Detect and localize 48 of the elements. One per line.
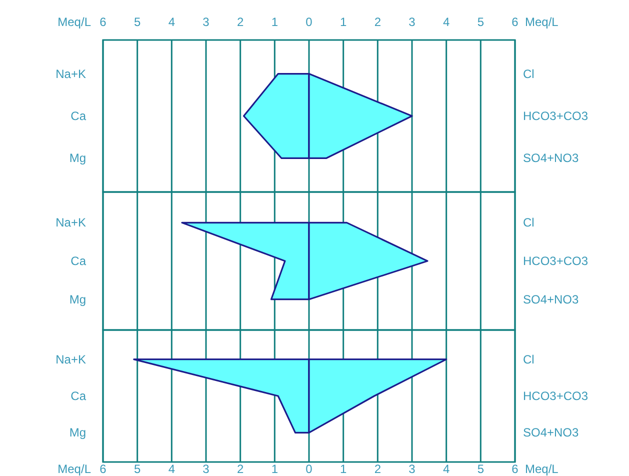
- y-tick-label: Na+K: [56, 352, 86, 366]
- y-tick-label: Mg: [69, 292, 86, 306]
- x-tick-label: 1: [271, 462, 278, 476]
- y2-tick-label: Cl: [523, 66, 534, 81]
- x2-tick-label: 3: [202, 15, 210, 29]
- x2-tick-label: 5: [134, 15, 141, 29]
- y2-tick-label: SO4+NO3: [523, 292, 580, 306]
- x-axis-title: Meq/L: [525, 462, 559, 476]
- x2-tick-label: 2: [374, 15, 382, 29]
- x-tick-label: 6: [100, 462, 107, 476]
- text: Meq/L: [58, 462, 91, 476]
- y2-tick-label: Cl: [523, 216, 534, 230]
- y-tick-label: Mg: [69, 426, 86, 440]
- x2-tick-label: 4: [442, 15, 450, 29]
- x-tick-label: 4: [442, 462, 450, 476]
- x2-tick-label: 1: [271, 15, 278, 29]
- text: Meq/L: [58, 15, 91, 29]
- y2-tick-label: HCO3+CO3: [523, 109, 588, 123]
- x2-tick-label: 6: [512, 15, 519, 29]
- x2-tick-label: 5: [477, 15, 484, 29]
- x-tick-label: 2: [374, 462, 382, 476]
- x2-tick-label: 4: [168, 15, 176, 29]
- x-tick-label: 2: [236, 462, 244, 476]
- x-tick-label: 3: [408, 462, 416, 476]
- x-tick-label: 5: [477, 462, 484, 476]
- x-tick-label: 1: [340, 462, 347, 476]
- x2-axis-title: Meq/L: [525, 15, 559, 29]
- y2-tick-label: Cl: [523, 352, 534, 366]
- x-tick-label: 4: [168, 462, 176, 476]
- y-tick-label: Ca: [70, 109, 86, 123]
- y-tick-label: Na+K: [56, 66, 86, 81]
- y-tick-label: Na+K: [56, 216, 86, 230]
- y2-tick-label: HCO3+CO3: [523, 254, 588, 268]
- x2-tick-label: 1: [340, 15, 347, 29]
- y2-tick-label: SO4+NO3: [523, 426, 580, 440]
- x2-tick-label: 6: [100, 15, 107, 29]
- x2-tick-label: 2: [236, 15, 244, 29]
- x-tick-label: 3: [202, 462, 210, 476]
- x-tick-label: 6: [512, 462, 519, 476]
- y-tick-label: Mg: [69, 151, 86, 166]
- x2-tick-label: 0: [306, 15, 313, 29]
- y2-tick-label: HCO3+CO3: [523, 389, 588, 403]
- x2-tick-label: 3: [408, 15, 416, 29]
- y-tick-label: Ca: [70, 254, 86, 268]
- y-tick-label: Ca: [70, 389, 86, 403]
- y2-tick-label: SO4+NO3: [523, 151, 580, 166]
- x-tick-label: 0: [306, 462, 313, 476]
- x-tick-label: 5: [134, 462, 141, 476]
